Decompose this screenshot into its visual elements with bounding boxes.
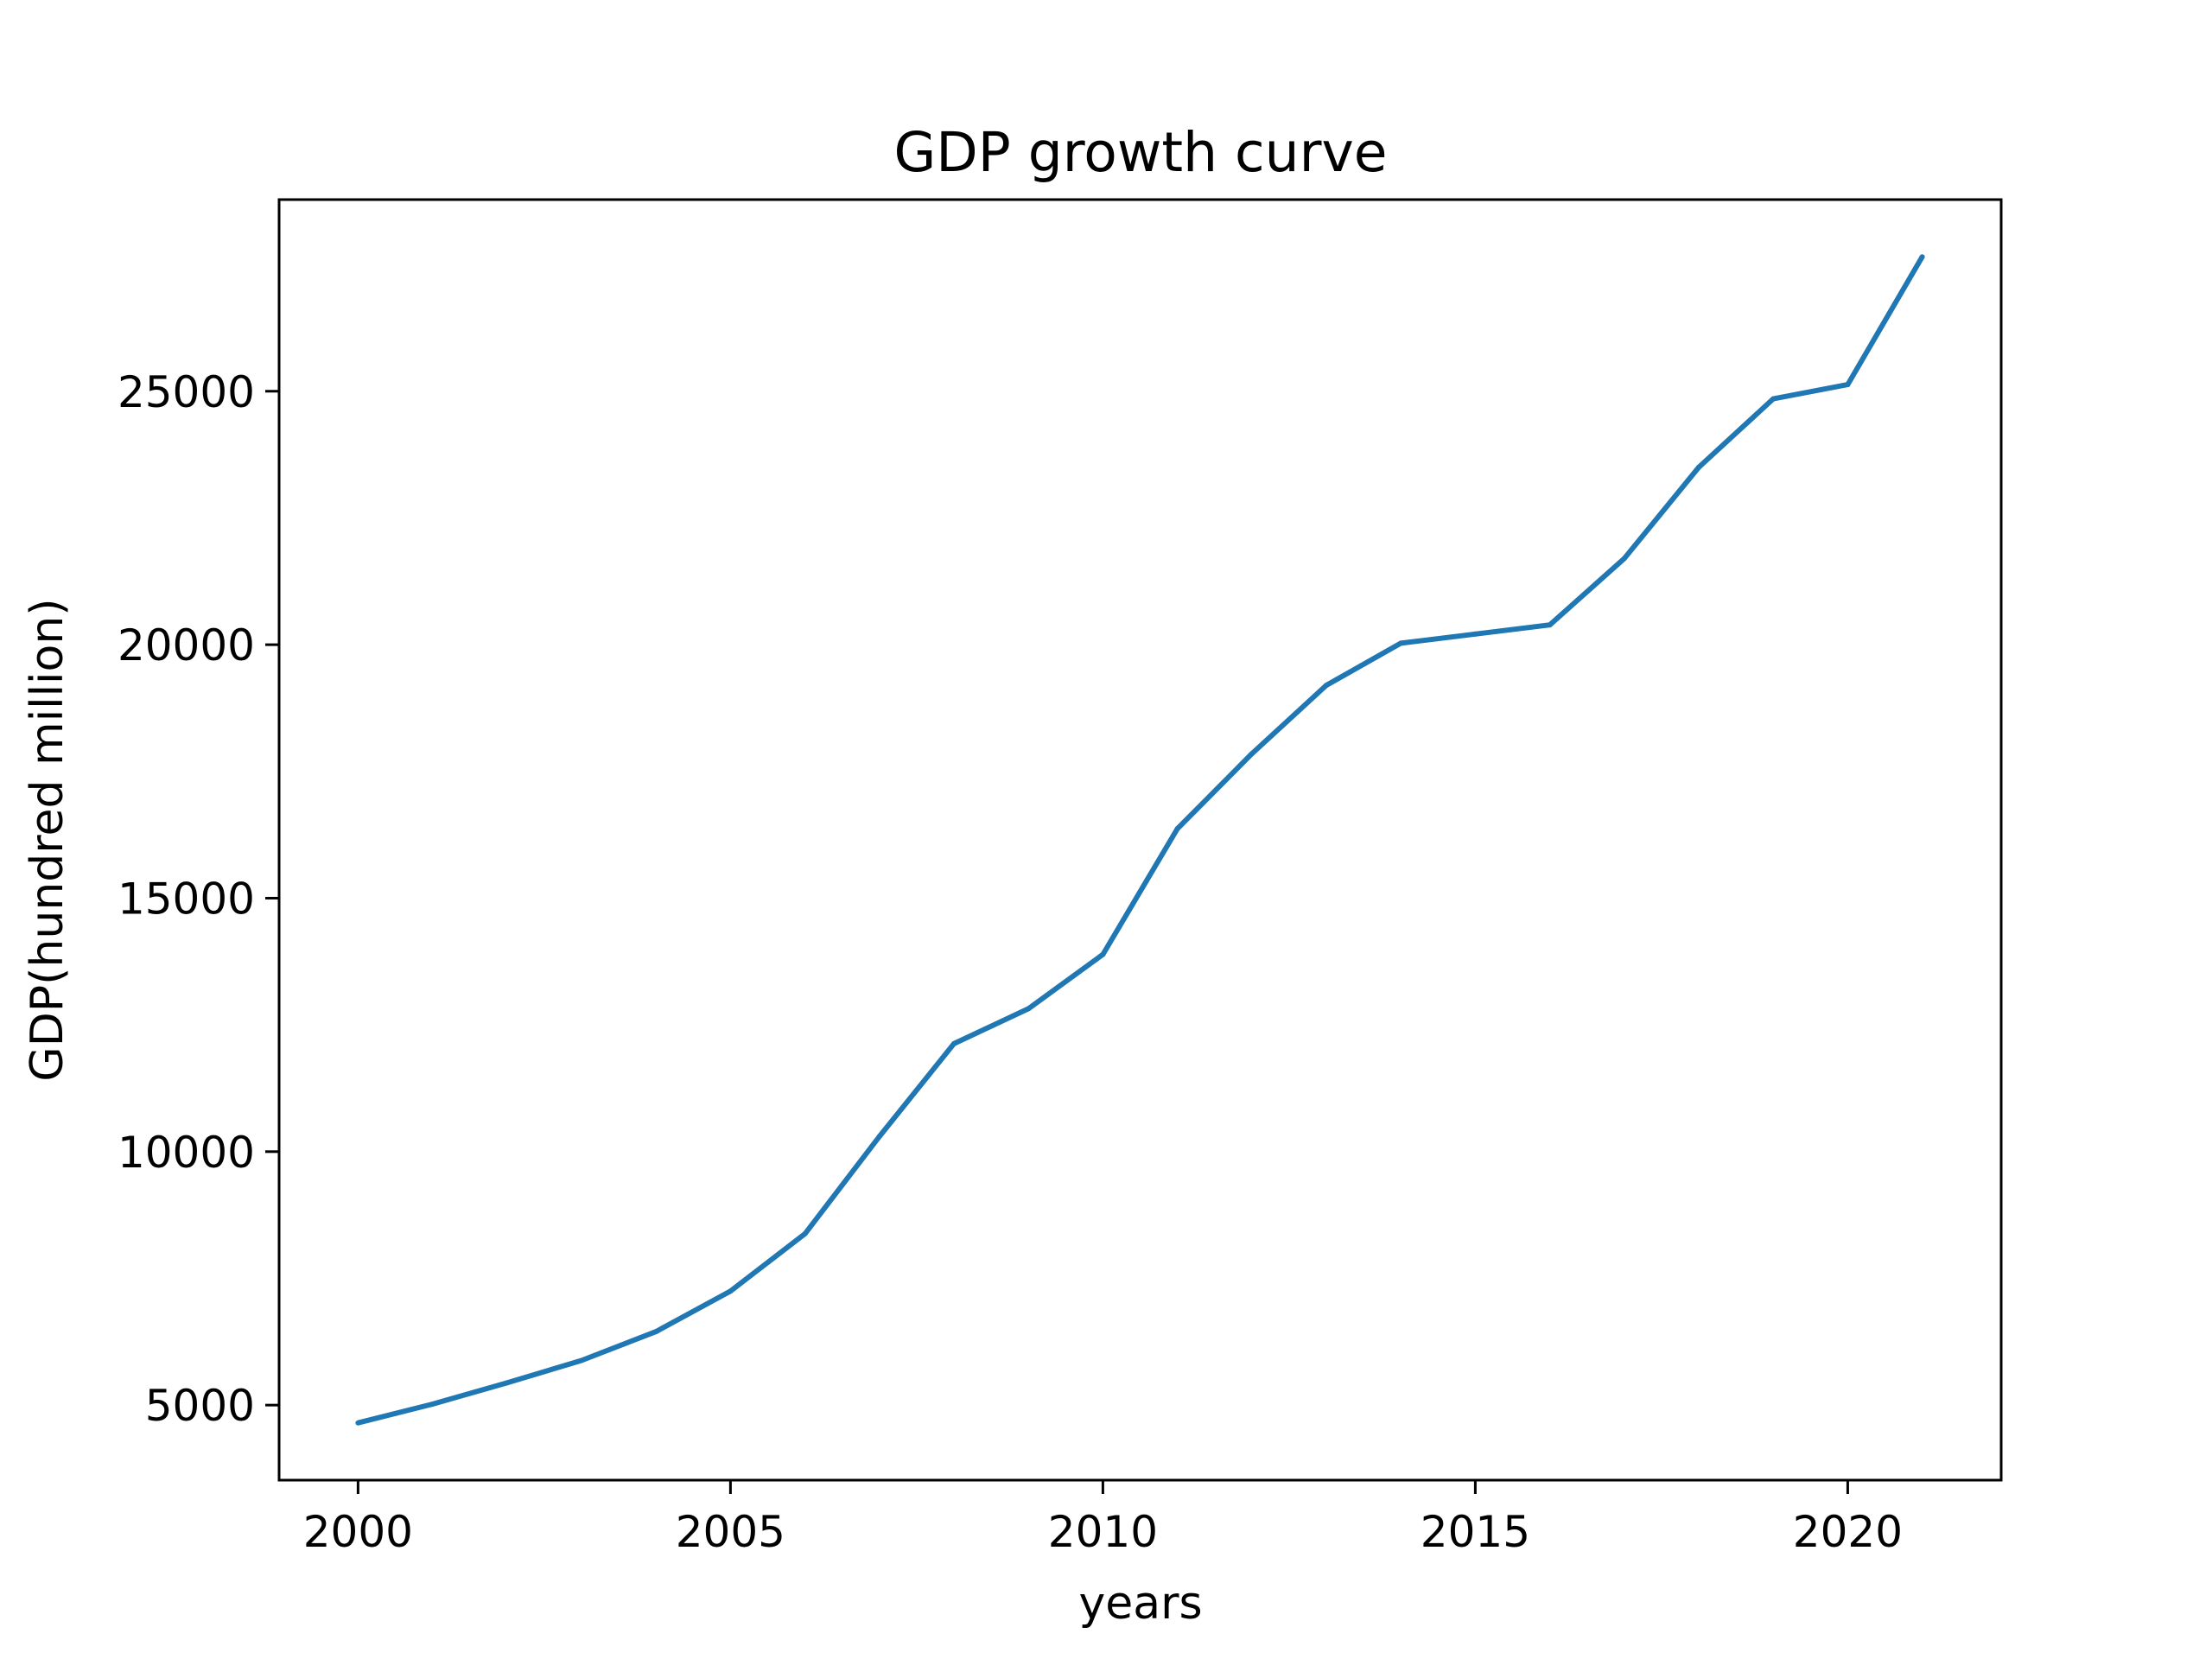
- y-tick-label: 10000: [118, 1128, 255, 1178]
- axes-frame: [277, 198, 2003, 1482]
- data-point: [1547, 622, 1553, 628]
- y-axis: 5000 10000 15000 20000 25000: [118, 367, 279, 1431]
- data-point: [1249, 751, 1255, 757]
- data-point: [1174, 826, 1180, 832]
- data-point: [1324, 683, 1329, 689]
- data-point: [1621, 556, 1627, 562]
- data-point: [1472, 631, 1478, 637]
- y-tick-label: 25000: [118, 367, 255, 417]
- x-tick-label: 2005: [676, 1507, 785, 1557]
- x-axis: 2000 2005 2010 2015 2020: [303, 1480, 1903, 1557]
- x-tick-label: 2000: [303, 1507, 413, 1557]
- data-point: [429, 1402, 435, 1407]
- data-point: [951, 1040, 957, 1046]
- data-point: [1919, 254, 1925, 260]
- x-axis-label: years: [1078, 1578, 1202, 1630]
- x-tick-label: 2015: [1421, 1507, 1530, 1557]
- data-point: [1398, 640, 1404, 646]
- data-point: [1696, 464, 1701, 470]
- data-point: [579, 1357, 584, 1363]
- x-tick-label: 2010: [1048, 1507, 1158, 1557]
- data-point: [355, 1420, 361, 1426]
- plot-area: [355, 254, 1925, 1426]
- data-point: [1770, 396, 1777, 402]
- data-point: [876, 1134, 882, 1140]
- data-point: [728, 1288, 734, 1294]
- y-tick-label: 15000: [118, 874, 255, 924]
- data-point: [1845, 382, 1851, 388]
- data-point: [653, 1329, 659, 1335]
- data-point: [802, 1230, 808, 1236]
- data-point: [504, 1380, 510, 1386]
- x-tick-label: 2020: [1793, 1507, 1903, 1557]
- data-point: [1100, 951, 1106, 957]
- y-tick-label: 5000: [145, 1381, 255, 1431]
- data-point: [1026, 1006, 1032, 1012]
- gdp-series-line: [357, 255, 1925, 1426]
- chart-title: GDP growth curve: [893, 121, 1387, 184]
- y-tick-label: 20000: [118, 620, 255, 671]
- y-axis-label: GDP(hundred million): [22, 598, 73, 1081]
